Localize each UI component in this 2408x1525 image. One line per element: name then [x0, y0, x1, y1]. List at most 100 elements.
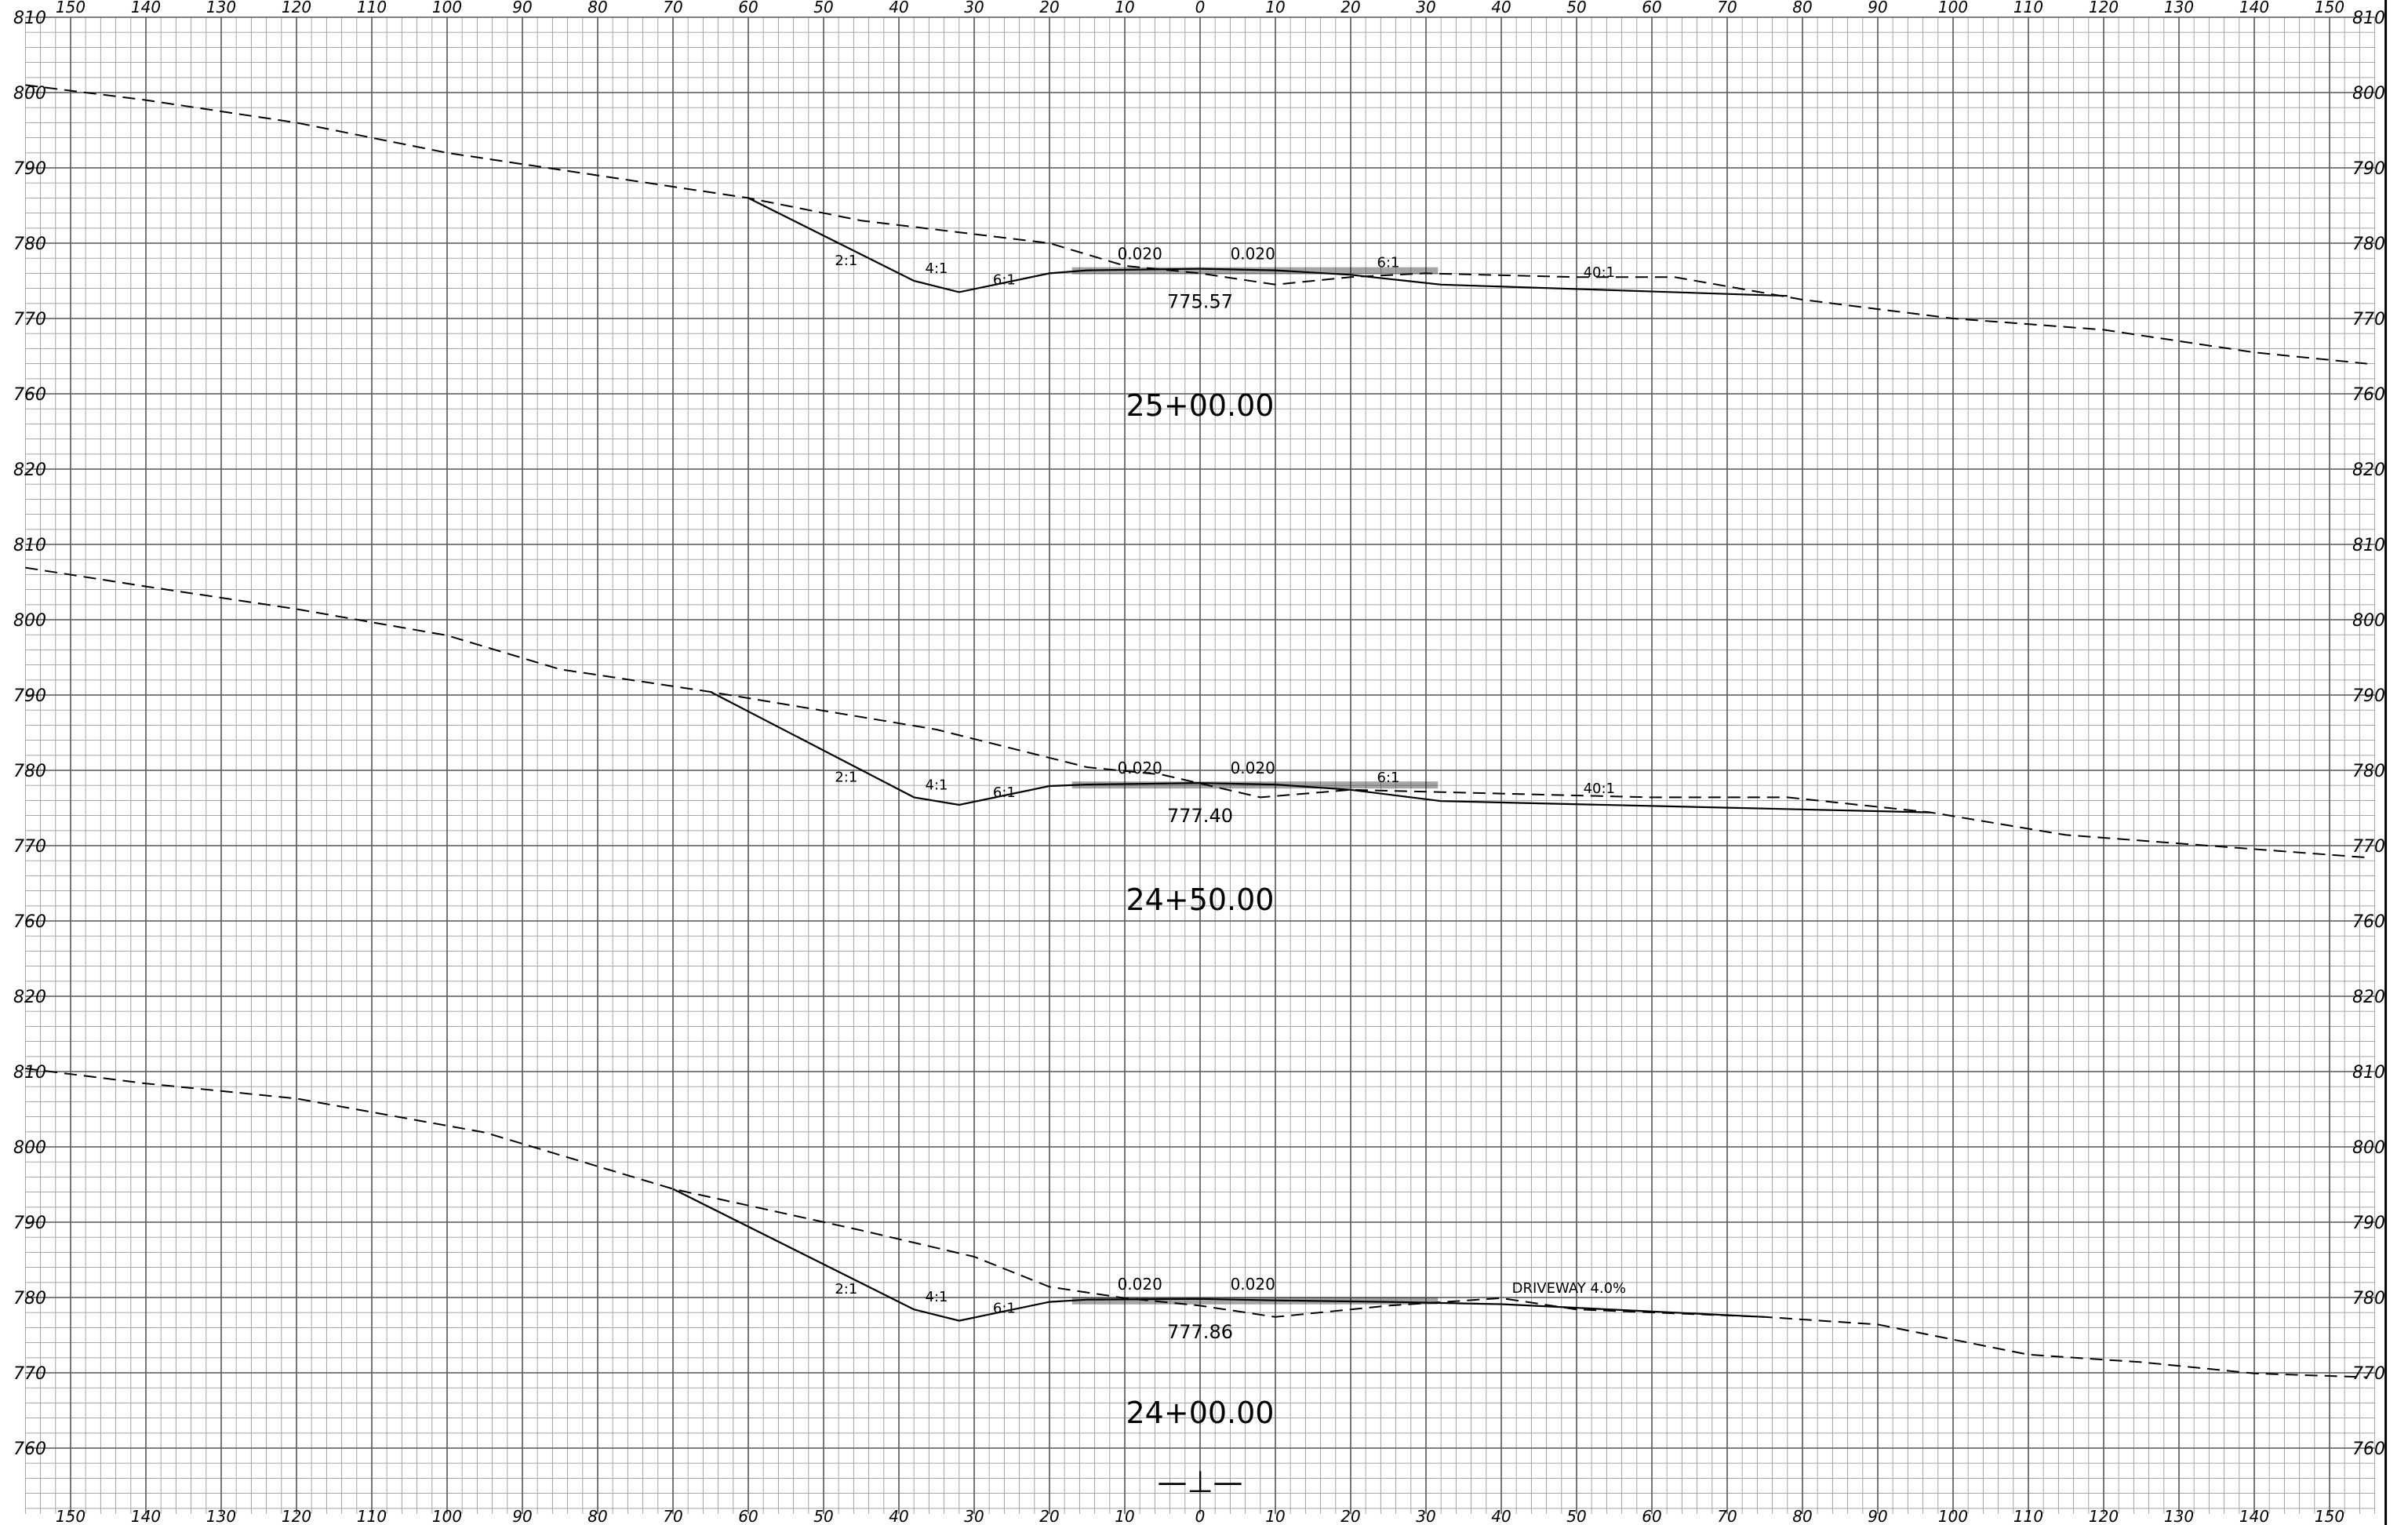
- offset-label-bottom: 150: [56, 1507, 85, 1525]
- cross-slope-left: 0.020: [1118, 1275, 1162, 1294]
- offset-label-top: 130: [206, 0, 236, 16]
- elevation-label-right: 820: [2352, 988, 2385, 1007]
- grade-elevation: 777.40: [1167, 805, 1233, 827]
- elevation-label-left: 760: [13, 912, 46, 932]
- slope-label: 6:1: [993, 271, 1016, 288]
- cross-slope-left: 0.020: [1118, 759, 1162, 777]
- elevation-label-right: 800: [2352, 611, 2385, 631]
- offset-label-bottom: 140: [2239, 1507, 2269, 1525]
- elevation-labels-right: 810 800 790 780 770 760 820 810 800 790 780 770 760 8…: [2352, 9, 2385, 1459]
- slope-label: 4:1: [926, 1289, 948, 1305]
- cross-slope-right: 0.020: [1231, 1275, 1275, 1294]
- driveway-label: DRIVEWAY 4.0%: [1512, 1280, 1627, 1297]
- offset-label-top: 60: [1642, 0, 1661, 16]
- offset-labels-bottom: 150 140 130 120 110 100 90 80 70 60 50 40 30 20 10 0 10 2…: [56, 1507, 2344, 1525]
- elevation-label-right: 780: [2352, 235, 2385, 254]
- slope-label: 40:1: [1584, 264, 1615, 281]
- slope-label: 40:1: [1584, 781, 1615, 797]
- elevation-label-left: 790: [13, 159, 46, 179]
- pavement-section: [1071, 1297, 1439, 1305]
- existing-ground-line: [25, 1068, 2368, 1378]
- pavement-section: [1071, 781, 1439, 789]
- elevation-label-left: 780: [13, 1289, 46, 1308]
- elevation-labels-left: 810 800 790 780 770 760 820 810 800 790 780 770 760 8…: [13, 9, 46, 1459]
- offset-label-bottom: 120: [2089, 1507, 2119, 1525]
- cross-section: 2:1 4:1 6:1 6:1 40:1 0.020 0.020 777.40 24+50.00: [25, 566, 2368, 917]
- offset-label-top: 120: [282, 0, 311, 16]
- elevation-label-right: 800: [2352, 84, 2385, 104]
- elevation-label-left: 820: [13, 460, 46, 480]
- elevation-label-left: 810: [13, 1063, 46, 1083]
- elevation-label-right: 790: [2352, 686, 2385, 706]
- offset-label-bottom: 80: [1792, 1507, 1812, 1525]
- proposed-grade-line: [710, 691, 1931, 813]
- slope-label: 6:1: [993, 784, 1016, 801]
- offset-label-bottom: 60: [1642, 1507, 1661, 1525]
- offset-label-top: 150: [56, 0, 85, 16]
- offset-label-top: 150: [2315, 0, 2344, 16]
- offset-label-bottom: 150: [2315, 1507, 2344, 1525]
- offset-label-top: 30: [1416, 0, 1435, 16]
- offset-label-top: 90: [512, 0, 532, 16]
- offset-label-top: 70: [663, 0, 682, 16]
- elevation-label-left: 800: [13, 611, 46, 631]
- cross-slope-right: 0.020: [1231, 245, 1275, 264]
- slope-label: 2:1: [835, 253, 857, 269]
- offset-label-top: 70: [1717, 0, 1737, 16]
- offset-label-top: 120: [2089, 0, 2119, 16]
- offset-label-bottom: 120: [282, 1507, 311, 1525]
- offset-label-top: 50: [1566, 0, 1586, 16]
- offset-label-bottom: 20: [1039, 1507, 1059, 1525]
- elevation-label-left: 790: [13, 686, 46, 706]
- offset-label-bottom: 40: [1491, 1507, 1511, 1525]
- offset-label-top: 80: [1792, 0, 1812, 16]
- offset-label-top: 40: [889, 0, 908, 16]
- offset-label-top: 60: [738, 0, 758, 16]
- elevation-label-right: 760: [2352, 385, 2385, 405]
- offset-label-top: 90: [1868, 0, 1887, 16]
- offset-label-bottom: 110: [357, 1507, 387, 1525]
- offset-label-top: 110: [357, 0, 387, 16]
- offset-label-bottom: 10: [1115, 1507, 1134, 1525]
- offset-label-top: 10: [1265, 0, 1285, 16]
- offset-label-bottom: 90: [1868, 1507, 1887, 1525]
- elevation-label-right: 780: [2352, 1289, 2385, 1308]
- elevation-label-right: 760: [2352, 1439, 2385, 1459]
- offset-label-top: 130: [2164, 0, 2194, 16]
- elevation-label-right: 810: [2352, 9, 2385, 28]
- offset-labels-top: 150 140 130 120 110 100 90 80 70 60 50 40 30 20 10 0 10 2…: [56, 0, 2344, 16]
- cross-section: 2:1 4:1 6:1 0.020 0.020 777.86 DRIVEWAY 4.0% 24…: [25, 1068, 2368, 1430]
- offset-label-top: 100: [1938, 0, 1968, 16]
- offset-label-bottom: 80: [587, 1507, 607, 1525]
- elevation-label-left: 780: [13, 235, 46, 254]
- elevation-label-left: 770: [13, 1364, 46, 1384]
- offset-label-top: 0: [1195, 0, 1206, 16]
- elevation-label-right: 790: [2352, 159, 2385, 179]
- centerline-label: —⊥—: [1157, 1465, 1242, 1499]
- slope-label: 6:1: [1377, 770, 1400, 786]
- offset-label-bottom: 60: [738, 1507, 758, 1525]
- elevation-label-left: 770: [13, 310, 46, 329]
- existing-ground-line: [25, 84, 2368, 365]
- elevation-label-right: 770: [2352, 310, 2385, 329]
- cross-slope-right: 0.020: [1231, 759, 1275, 777]
- slope-label: 6:1: [1377, 254, 1400, 271]
- offset-label-bottom: 70: [1717, 1507, 1737, 1525]
- offset-label-top: 20: [1340, 0, 1360, 16]
- offset-label-bottom: 100: [1938, 1507, 1968, 1525]
- elevation-label-left: 790: [13, 1214, 46, 1233]
- elevation-label-right: 820: [2352, 460, 2385, 480]
- slope-label: 2:1: [835, 769, 857, 785]
- slope-label: 6:1: [993, 1301, 1016, 1317]
- elevation-label-left: 800: [13, 84, 46, 104]
- elevation-label-right: 790: [2352, 1214, 2385, 1233]
- offset-label-bottom: 130: [206, 1507, 236, 1525]
- elevation-label-right: 770: [2352, 837, 2385, 857]
- elevation-label-left: 800: [13, 1138, 46, 1158]
- proposed-grade-line: [747, 197, 1788, 297]
- elevation-label-left: 810: [13, 9, 46, 28]
- offset-label-bottom: 50: [813, 1507, 833, 1525]
- offset-label-top: 20: [1039, 0, 1059, 16]
